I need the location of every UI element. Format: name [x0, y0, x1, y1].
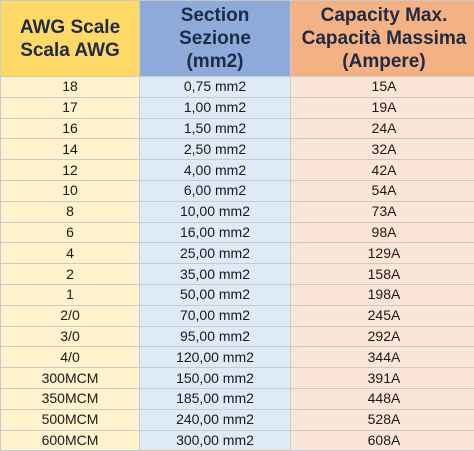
table-cell: 1,00 mm2 [139, 96, 291, 119]
table-cell: 448A [290, 387, 474, 410]
header-cell: Capacity Max. Capacità Massima (Ampere) [290, 0, 474, 77]
table-cell: 600MCM [0, 429, 140, 451]
table-cell: 95,00 mm2 [139, 325, 291, 348]
table-row: 12 4,00 mm2 42A [0, 159, 474, 181]
table-row: 2 35,00 mm2 158A [0, 263, 474, 285]
table-cell: 185,00 mm2 [139, 387, 291, 410]
table-cell: 245A [290, 304, 474, 327]
table-row: 300MCM 150,00 mm2 391A [0, 367, 474, 389]
table-cell: 129A [290, 242, 474, 265]
header-text: (Ampere) [342, 51, 426, 72]
table-cell: 8 [0, 200, 140, 223]
table-cell: 6 [0, 221, 140, 244]
table-row: 500MCM 240,00 mm2 528A [0, 408, 474, 431]
table-cell: 150,00 mm2 [139, 367, 291, 389]
table-row: 600MCM 300,00 mm2 608A [0, 429, 474, 451]
header-text: AWG Scale [19, 16, 121, 38]
table-cell: 12 [0, 159, 140, 181]
header-cell: AWG Scale Scala AWG [0, 0, 140, 77]
table-cell: 70,00 mm2 [139, 304, 291, 327]
table-cell: 10 [0, 179, 140, 202]
header-text: (mm2) [186, 51, 244, 72]
table-cell: 4/0 [0, 346, 140, 369]
table-cell: 120,00 mm2 [139, 346, 291, 369]
table-cell: 1,50 mm2 [139, 117, 291, 140]
table-cell: 98A [290, 221, 474, 244]
header-text: Capacity Max. [320, 5, 448, 26]
table-row: 16 1,50 mm2 24A [0, 117, 474, 140]
table-row: 8 10,00 mm2 73A [0, 200, 474, 223]
table-row: 350MCM 185,00 mm2 448A [0, 387, 474, 410]
table-row: 2/0 70,00 mm2 245A [0, 304, 474, 327]
table-cell: 16,00 mm2 [139, 221, 291, 244]
table-cell: 344A [290, 346, 474, 369]
table-body: 18 0,75 mm2 15A 17 1,00 mm2 19A 16 1,50 mm2 24A 1… [0, 76, 474, 451]
table-cell: 4,00 mm2 [139, 159, 291, 181]
table-cell: 35,00 mm2 [139, 263, 291, 285]
table-row: 6 16,00 mm2 98A [0, 221, 474, 244]
table-cell: 350MCM [0, 387, 140, 410]
table-cell: 300,00 mm2 [139, 429, 291, 451]
table-header: AWG Scale Scala AWG Section Sezione (mm2) Cap… [0, 0, 474, 77]
table-cell: 292A [290, 325, 474, 348]
table-cell: 500MCM [0, 408, 140, 431]
header-cell: Section Sezione (mm2) [139, 0, 291, 77]
table-cell: 24A [290, 117, 474, 140]
table-cell: 17 [0, 96, 140, 119]
table-row: 1 50,00 mm2 198A [0, 283, 474, 306]
table-cell: 54A [290, 179, 474, 202]
table-cell: 25,00 mm2 [139, 242, 291, 265]
table-cell: 15A [290, 76, 474, 98]
header-text: Sezione [179, 28, 251, 49]
table-cell: 158A [290, 263, 474, 285]
table-row: 3/0 95,00 mm2 292A [0, 325, 474, 348]
table-cell: 14 [0, 138, 140, 161]
table-row: 10 6,00 mm2 54A [0, 179, 474, 202]
table-cell: 73A [290, 200, 474, 223]
table-cell: 18 [0, 76, 140, 98]
table-row: 4 25,00 mm2 129A [0, 242, 474, 265]
table-cell: 2 [0, 263, 140, 285]
table-cell: 3/0 [0, 325, 140, 348]
header-text: Capacità Massima [301, 28, 467, 49]
table-cell: 198A [290, 283, 474, 306]
table-cell: 608A [290, 429, 474, 451]
table-cell: 16 [0, 117, 140, 140]
table-row: 18 0,75 mm2 15A [0, 76, 474, 98]
table-cell: 1 [0, 283, 140, 306]
table-row: 17 1,00 mm2 19A [0, 96, 474, 119]
table-cell: 6,00 mm2 [139, 179, 291, 202]
table-cell: 4 [0, 242, 140, 265]
table-cell: 50,00 mm2 [139, 283, 291, 306]
table-cell: 528A [290, 408, 474, 431]
table-cell: 2/0 [0, 304, 140, 327]
table-cell: 300MCM [0, 367, 140, 389]
table-cell: 2,50 mm2 [139, 138, 291, 161]
table-cell: 0,75 mm2 [139, 76, 291, 98]
table-row: 14 2,50 mm2 32A [0, 138, 474, 161]
header-text: Scala AWG [20, 39, 120, 61]
table-cell: 19A [290, 96, 474, 119]
table-cell: 42A [290, 159, 474, 181]
header-row: AWG Scale Scala AWG Section Sezione (mm2) Cap… [0, 0, 474, 77]
table-cell: 32A [290, 138, 474, 161]
header-text: Section [180, 5, 250, 26]
table-row: 4/0 120,00 mm2 344A [0, 346, 474, 369]
table-cell: 391A [290, 367, 474, 389]
table-cell: 10,00 mm2 [139, 200, 291, 223]
table-cell: 240,00 mm2 [139, 408, 291, 431]
